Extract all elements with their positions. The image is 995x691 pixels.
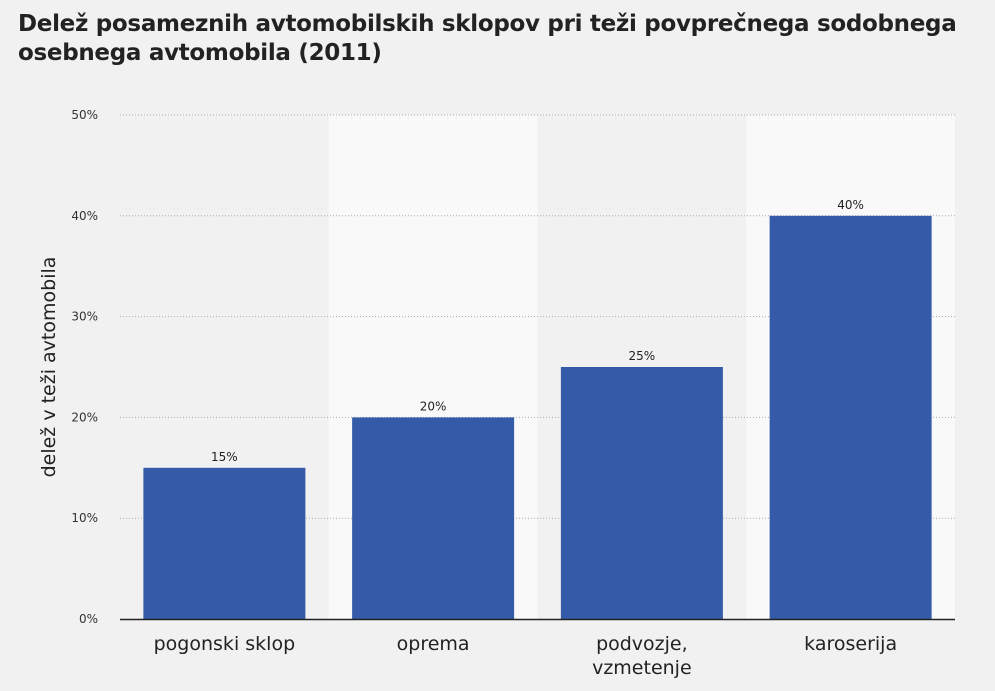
y-tick-label: 40% xyxy=(71,209,98,223)
y-tick-label: 0% xyxy=(79,612,98,626)
x-tick-label: pogonski sklop xyxy=(154,633,296,655)
data-label: 20% xyxy=(420,399,447,413)
bar xyxy=(560,367,723,619)
x-tick-label: karoserija xyxy=(804,633,897,655)
y-tick-label: 30% xyxy=(71,310,98,324)
x-tick-label: oprema xyxy=(397,633,470,655)
y-tick-label: 50% xyxy=(71,108,98,122)
y-tick-label: 10% xyxy=(71,511,98,525)
data-label: 25% xyxy=(629,349,656,363)
data-label: 15% xyxy=(211,450,238,464)
chart-title: Delež posameznih avtomobilskih sklopov p… xyxy=(18,11,957,66)
y-axis-label: delež v teži avtomobila xyxy=(38,257,60,478)
bar xyxy=(143,467,306,619)
y-tick-label: 20% xyxy=(71,410,98,424)
bar xyxy=(769,215,932,620)
bar xyxy=(352,417,515,619)
x-tick-label: podvozje, xyxy=(596,633,688,655)
data-label: 40% xyxy=(837,198,864,212)
x-tick-label: vzmetenje xyxy=(592,657,692,679)
